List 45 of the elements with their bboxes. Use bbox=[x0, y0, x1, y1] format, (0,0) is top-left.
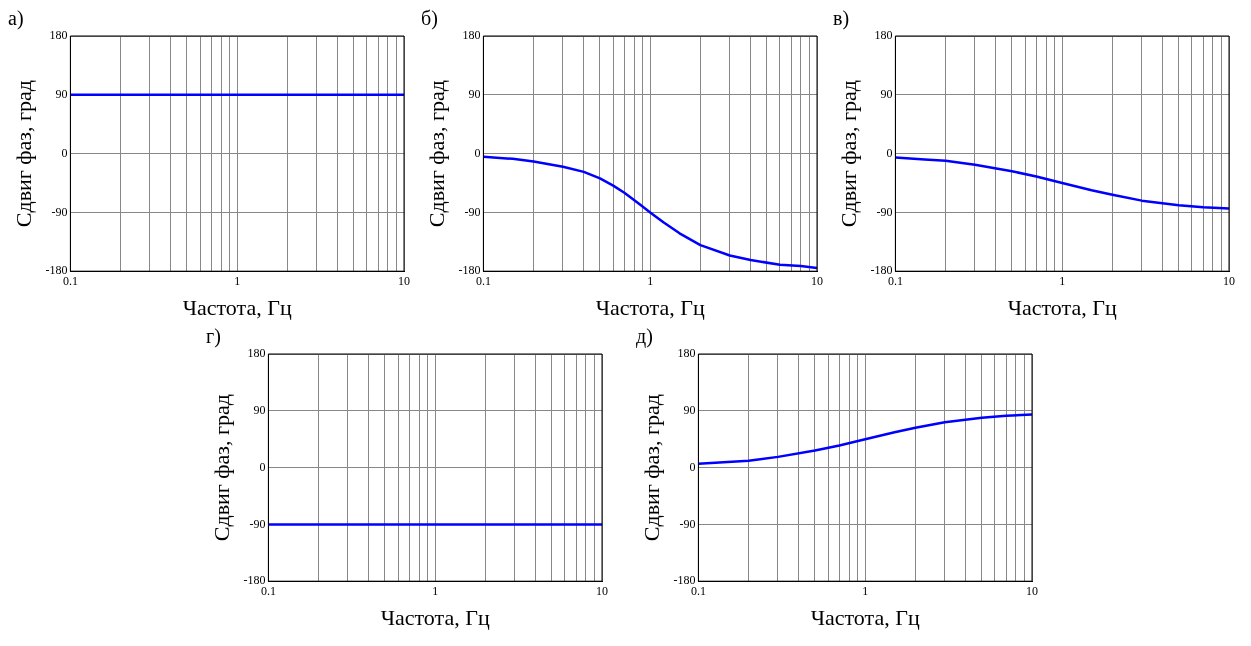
x-tick-label: 1 bbox=[646, 273, 653, 288]
y-tick-label: 180 bbox=[49, 28, 68, 43]
x-tick-label: 10 bbox=[1025, 583, 1038, 598]
x-tick-label: 1 bbox=[234, 273, 241, 288]
y-tick-label: 180 bbox=[246, 346, 265, 361]
x-axis-title: Частота, Гц bbox=[182, 294, 292, 320]
y-tick-label: 180 bbox=[676, 346, 695, 361]
x-tick-label: 1 bbox=[431, 583, 438, 598]
y-tick-label: 0 bbox=[258, 459, 265, 474]
chart-title: д) bbox=[635, 325, 653, 349]
y-tick-label: 0 bbox=[886, 145, 893, 160]
x-tick-label: 1 bbox=[861, 583, 868, 598]
chart-title: г) bbox=[205, 325, 221, 349]
x-tick-label: 1 bbox=[1059, 273, 1066, 288]
x-tick-label: 10 bbox=[1223, 273, 1235, 288]
y-tick-label: 90 bbox=[880, 86, 893, 101]
y-tick-label: 0 bbox=[61, 145, 68, 160]
y-tick-label: 0 bbox=[688, 459, 695, 474]
y-axis-title: Сдвиг фаз, град bbox=[10, 79, 36, 228]
y-tick-label: -90 bbox=[876, 204, 893, 219]
x-axis-title: Частота, Гц bbox=[1007, 294, 1117, 320]
y-tick-label: -90 bbox=[463, 204, 480, 219]
y-tick-label: -90 bbox=[51, 204, 68, 219]
chart-title: а) bbox=[8, 7, 24, 31]
x-axis-title: Частота, Гц bbox=[380, 604, 490, 630]
y-axis-title: Сдвиг фаз, град bbox=[208, 393, 234, 542]
x-tick-label: 10 bbox=[810, 273, 823, 288]
y-tick-label: 90 bbox=[682, 402, 695, 417]
x-tick-label: 10 bbox=[595, 583, 608, 598]
chart-title: б) bbox=[420, 7, 438, 31]
y-axis-title: Сдвиг фаз, град bbox=[835, 79, 861, 228]
y-axis-title: Сдвиг фаз, град bbox=[423, 79, 449, 228]
y-tick-label: 0 bbox=[473, 145, 480, 160]
y-axis-title: Сдвиг фаз, град bbox=[638, 393, 664, 542]
y-tick-label: 180 bbox=[461, 28, 480, 43]
x-axis-title: Частота, Гц bbox=[810, 604, 920, 630]
y-tick-label: 90 bbox=[467, 86, 480, 101]
chart-title: в) bbox=[833, 7, 850, 31]
y-tick-label: -90 bbox=[678, 516, 695, 531]
x-tick-label: 10 bbox=[398, 273, 410, 288]
y-tick-label: 90 bbox=[55, 86, 68, 101]
y-tick-label: 90 bbox=[252, 402, 265, 417]
y-tick-label: 180 bbox=[874, 28, 893, 43]
y-tick-label: -90 bbox=[248, 516, 265, 531]
x-axis-title: Частота, Гц bbox=[595, 294, 705, 320]
